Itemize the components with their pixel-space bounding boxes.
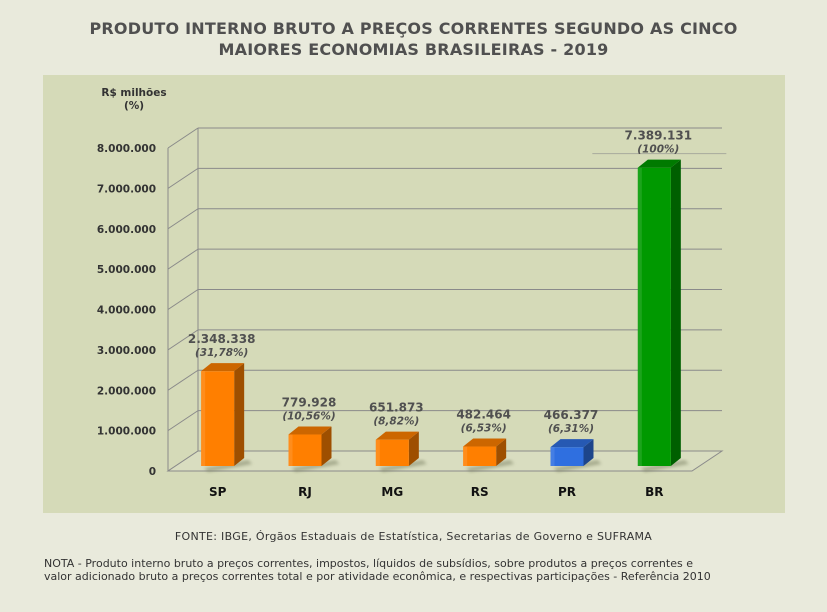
bar-front bbox=[550, 447, 584, 466]
bar-highlight bbox=[375, 439, 380, 466]
y-tick-label: 4.000.000 bbox=[97, 305, 156, 317]
percent-label: (100%) bbox=[637, 144, 679, 156]
y-tick-label: 0 bbox=[149, 466, 156, 478]
bar-top bbox=[288, 426, 332, 435]
percent-label: (31,78%) bbox=[195, 347, 248, 359]
y-axis-ticks: 0 1.000.000 2.000.000 3.000.000 4.000.000 5.0… bbox=[97, 143, 156, 478]
bar-side bbox=[408, 431, 419, 466]
bar-top bbox=[637, 159, 681, 168]
bar-highlight bbox=[288, 434, 293, 466]
category-label: RS bbox=[471, 485, 489, 499]
y-tick-label: 2.000.000 bbox=[97, 385, 156, 397]
bar-top bbox=[463, 438, 507, 447]
bar-front bbox=[463, 446, 497, 466]
gridlines bbox=[167, 127, 722, 472]
x-axis-categories: SP RJ MG RS PR BR bbox=[209, 485, 664, 499]
bar-highlight bbox=[550, 447, 555, 466]
footnote-line2: valor adicionado bruto a preços corrente… bbox=[44, 569, 711, 583]
y-axis-label-unit: R$ milhões bbox=[101, 87, 166, 99]
category-label: MG bbox=[381, 485, 403, 499]
chart-title: PRODUTO INTERNO BRUTO A PREÇOS CORRENTES… bbox=[0, 18, 827, 60]
bar-front bbox=[201, 371, 235, 466]
percent-label: (6,31%) bbox=[548, 423, 594, 435]
percent-label: (6,53%) bbox=[461, 423, 507, 435]
y-tick-label: 8.000.000 bbox=[97, 143, 156, 155]
bar-mg bbox=[375, 431, 427, 472]
gridline-depth bbox=[167, 167, 199, 189]
bar-highlight bbox=[201, 371, 206, 466]
y-tick-label: 6.000.000 bbox=[97, 224, 156, 236]
y-tick-label: 7.000.000 bbox=[97, 183, 156, 195]
bar-top bbox=[201, 363, 245, 372]
source-note: FONTE: IBGE, Órgãos Estaduais de Estatís… bbox=[174, 530, 653, 543]
y-tick-label: 3.000.000 bbox=[97, 345, 156, 357]
value-label: 651.873 bbox=[369, 401, 424, 415]
gridline-depth bbox=[167, 410, 199, 432]
percent-label: (10,56%) bbox=[282, 411, 335, 423]
bar-top bbox=[550, 439, 594, 448]
y-tick-label: 1.000.000 bbox=[97, 426, 156, 438]
bar-front bbox=[375, 439, 409, 466]
category-label: RJ bbox=[298, 485, 312, 499]
value-label: 7.389.131 bbox=[625, 129, 693, 143]
chart-title-line1: PRODUTO INTERNO BRUTO A PREÇOS CORRENTES… bbox=[89, 19, 738, 38]
gridline-depth bbox=[167, 289, 199, 310]
value-label: 779.928 bbox=[282, 396, 337, 410]
y-tick-label: 5.000.000 bbox=[97, 264, 156, 276]
bar-side bbox=[670, 159, 681, 467]
bar-sp bbox=[201, 363, 253, 472]
gridline-depth bbox=[167, 369, 199, 391]
bar-side bbox=[234, 363, 245, 466]
footnote: NOTA - Produto interno bruto a preços co… bbox=[44, 557, 804, 583]
bar-top bbox=[375, 431, 419, 440]
gridline-depth bbox=[167, 127, 199, 149]
bar-highlight bbox=[637, 167, 642, 467]
bar-br bbox=[637, 159, 689, 472]
bar-side bbox=[321, 426, 332, 466]
gridline-depth bbox=[167, 248, 199, 270]
y-axis-label-percent: (%) bbox=[124, 100, 144, 112]
category-label: SP bbox=[209, 485, 227, 499]
bar-rs bbox=[463, 438, 515, 472]
category-label: BR bbox=[645, 485, 663, 499]
data-labels: 2.348.338(31,78%)779.928(10,56%)651.873(… bbox=[188, 129, 727, 435]
bar-side bbox=[496, 438, 507, 466]
chart-title-line2: MAIORES ECONOMIAS BRASILEIRAS - 2019 bbox=[218, 40, 609, 59]
bar-front bbox=[637, 167, 671, 467]
bar-pr bbox=[550, 439, 602, 472]
percent-label: (8,82%) bbox=[373, 416, 419, 428]
value-label: 482.464 bbox=[456, 408, 511, 422]
category-label: PR bbox=[558, 485, 576, 499]
gridline-depth bbox=[167, 208, 199, 230]
gridline-depth bbox=[167, 329, 199, 351]
bar-front bbox=[288, 434, 322, 466]
value-label: 2.348.338 bbox=[188, 332, 256, 346]
bar-rj bbox=[288, 426, 340, 472]
bars bbox=[201, 159, 689, 472]
bar-side bbox=[583, 439, 594, 466]
footnote-line1: NOTA - Produto interno bruto a preços co… bbox=[44, 557, 693, 570]
bar-highlight bbox=[463, 446, 468, 466]
value-label: 466.377 bbox=[544, 408, 599, 422]
